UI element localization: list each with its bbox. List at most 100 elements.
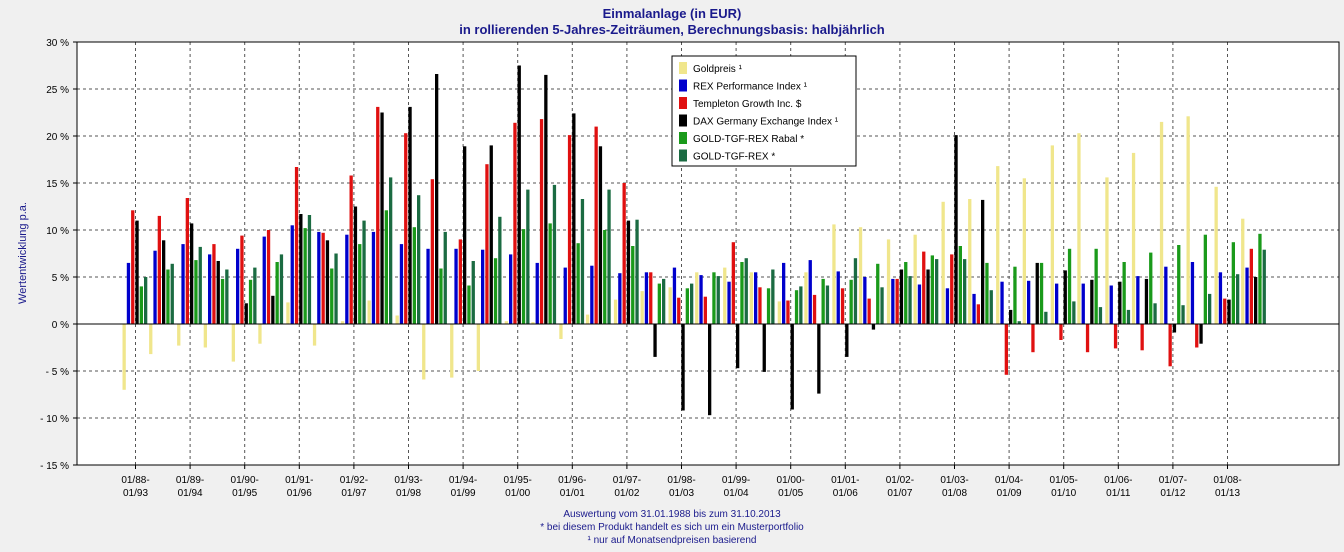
legend-swatch bbox=[679, 62, 687, 74]
bar-01/92-01/97-s5 bbox=[362, 220, 366, 324]
bar-07/93-07/98-s5 bbox=[443, 231, 447, 324]
bar-07/07-07/12-s0 bbox=[1186, 116, 1190, 324]
bar-07/96-07/01-s3 bbox=[598, 146, 603, 324]
bar-07/88-07/93-s5 bbox=[170, 263, 174, 324]
bar-07/96-07/01-s0 bbox=[585, 314, 590, 324]
bar-01/95-01/00-s5 bbox=[526, 189, 530, 324]
x-tick-label-top: 01/02- bbox=[886, 475, 914, 486]
bar-07/08-07/13-s3 bbox=[1254, 277, 1258, 324]
bar-07/99-07/04-s3 bbox=[762, 324, 766, 372]
bar-07/98-07/03-s4 bbox=[712, 272, 716, 324]
bar-01/93-01/98-s4 bbox=[412, 227, 416, 324]
bar-07/91-07/96-s5 bbox=[334, 253, 338, 324]
bar-01/93-01/98-s3 bbox=[408, 106, 412, 325]
bar-07/91-07/96-s1 bbox=[317, 231, 321, 324]
bar-07/02-07/07-s2 bbox=[922, 251, 926, 324]
bar-01/01-01/06-s5 bbox=[853, 258, 858, 324]
bar-07/96-07/01-s1 bbox=[590, 265, 594, 324]
bar-01/98-01/03-s2 bbox=[677, 297, 681, 324]
bar-01/97-01/02-s2 bbox=[622, 183, 626, 324]
bar-07/01-07/06-s3 bbox=[871, 324, 876, 330]
bar-07/98-07/03-s0 bbox=[695, 272, 699, 324]
bar-01/05-01/10-s1 bbox=[1055, 283, 1059, 324]
bar-01/93-01/98-s0 bbox=[395, 315, 399, 324]
bar-01/02-01/07-s0 bbox=[886, 239, 891, 324]
bar-01/88-01/93-s0 bbox=[122, 324, 126, 390]
bar-07/03-07/08-s4 bbox=[985, 262, 989, 324]
x-tick-label-top: 01/07- bbox=[1159, 475, 1187, 486]
bar-07/04-07/09-s5 bbox=[1044, 311, 1048, 324]
bar-01/91-01/96-s1 bbox=[290, 225, 294, 324]
bar-01/96-01/01-s2 bbox=[567, 135, 572, 324]
bar-01/94-01/99-s2 bbox=[458, 239, 462, 324]
bar-07/08-07/13-s2 bbox=[1249, 248, 1253, 324]
y-tick-label: 10 % bbox=[46, 226, 69, 237]
bar-01/89-01/94-s2 bbox=[185, 198, 189, 324]
bar-07/95-07/00-s5 bbox=[552, 184, 557, 324]
y-axis-ticks: 30 % 25 % 20 % 15 % 10 % 5 % 0 % - 5 % - 10 % - 1… bbox=[40, 38, 77, 472]
x-tick-label-bottom: 01/99 bbox=[451, 488, 476, 499]
y-tick-label: 20 % bbox=[46, 132, 69, 143]
bar-01/90-01/95-s2 bbox=[240, 235, 244, 324]
bar-01/03-01/08-s5 bbox=[963, 259, 967, 324]
bar-07/91-07/96-s0 bbox=[312, 324, 317, 346]
bar-01/08-01/13-s3 bbox=[1227, 299, 1231, 324]
bar-01/99-01/04-s5 bbox=[744, 258, 748, 324]
y-axis-label: Wertentwicklung p.a. bbox=[17, 202, 29, 304]
x-tick-label-top: 01/98- bbox=[667, 475, 695, 486]
bar-07/98-07/03-s2 bbox=[703, 296, 707, 324]
legend-swatch bbox=[679, 132, 687, 144]
bar-01/94-01/99-s1 bbox=[454, 248, 458, 324]
x-tick-label-top: 01/91- bbox=[285, 475, 313, 486]
bar-01/03-01/08-s2 bbox=[950, 254, 954, 324]
bar-01/04-01/09-s5 bbox=[1017, 321, 1021, 324]
bar-07/88-07/93-s2 bbox=[157, 215, 161, 324]
bar-07/00-07/05-s1 bbox=[808, 260, 812, 324]
bar-01/00-01/05-s1 bbox=[782, 262, 786, 324]
bar-01/88-01/93-s5 bbox=[144, 277, 148, 324]
x-tick-label-top: 01/94- bbox=[449, 475, 477, 486]
bar-07/90-07/95-s2 bbox=[266, 230, 271, 324]
bar-07/95-07/00-s2 bbox=[539, 119, 544, 324]
bar-01/05-01/10-s3 bbox=[1063, 270, 1067, 324]
x-tick-label-top: 01/08- bbox=[1213, 475, 1241, 486]
y-tick-label: 30 % bbox=[46, 38, 69, 49]
bar-01/99-01/04-s0 bbox=[723, 267, 727, 324]
x-tick-label-bottom: 01/94 bbox=[178, 488, 203, 499]
bar-01/01-01/06-s2 bbox=[840, 288, 845, 324]
bar-01/96-01/01-s0 bbox=[559, 324, 563, 339]
y-tick-label: - 5 % bbox=[46, 367, 69, 378]
bar-01/95-01/00-s3 bbox=[517, 65, 521, 324]
bar-01/05-01/10-s2 bbox=[1059, 324, 1063, 340]
bar-07/94-07/99-s2 bbox=[485, 164, 489, 324]
bar-01/99-01/04-s1 bbox=[727, 281, 731, 324]
bar-01/99-01/04-s3 bbox=[736, 324, 740, 369]
bar-07/00-07/05-s2 bbox=[812, 294, 817, 324]
bar-01/06-01/11-s0 bbox=[1105, 177, 1109, 324]
bar-01/08-01/13-s1 bbox=[1218, 272, 1223, 324]
bar-01/02-01/07-s2 bbox=[895, 278, 899, 324]
bar-07/06-07/11-s4 bbox=[1149, 252, 1153, 324]
bar-01/91-01/96-s0 bbox=[286, 302, 290, 324]
bar-07/90-07/95-s3 bbox=[271, 295, 275, 324]
y-tick-label: 25 % bbox=[46, 85, 69, 96]
bar-01/96-01/01-s1 bbox=[563, 267, 567, 324]
bar-07/03-07/08-s3 bbox=[981, 199, 985, 324]
bar-07/90-07/95-s1 bbox=[262, 236, 266, 324]
bar-07/08-07/13-s1 bbox=[1245, 267, 1249, 324]
bar-07/92-07/97-s3 bbox=[380, 112, 384, 324]
bar-01/96-01/01-s4 bbox=[576, 243, 580, 324]
legend-label: DAX Germany Exchange Index ¹ bbox=[693, 117, 839, 128]
bar-01/94-01/99-s3 bbox=[463, 146, 467, 324]
bar-07/05-07/10-s4 bbox=[1094, 248, 1098, 324]
bar-01/94-01/99-s5 bbox=[471, 261, 475, 324]
bar-01/08-01/13-s4 bbox=[1231, 242, 1235, 324]
bar-01/02-01/07-s4 bbox=[904, 262, 908, 324]
bar-01/90-01/95-s1 bbox=[236, 248, 240, 324]
y-tick-label: 15 % bbox=[46, 179, 69, 190]
bar-07/06-07/11-s5 bbox=[1153, 303, 1157, 324]
bar-01/89-01/94-s1 bbox=[181, 244, 185, 324]
bar-01/93-01/98-s2 bbox=[404, 133, 408, 324]
bar-07/98-07/03-s5 bbox=[716, 276, 720, 324]
